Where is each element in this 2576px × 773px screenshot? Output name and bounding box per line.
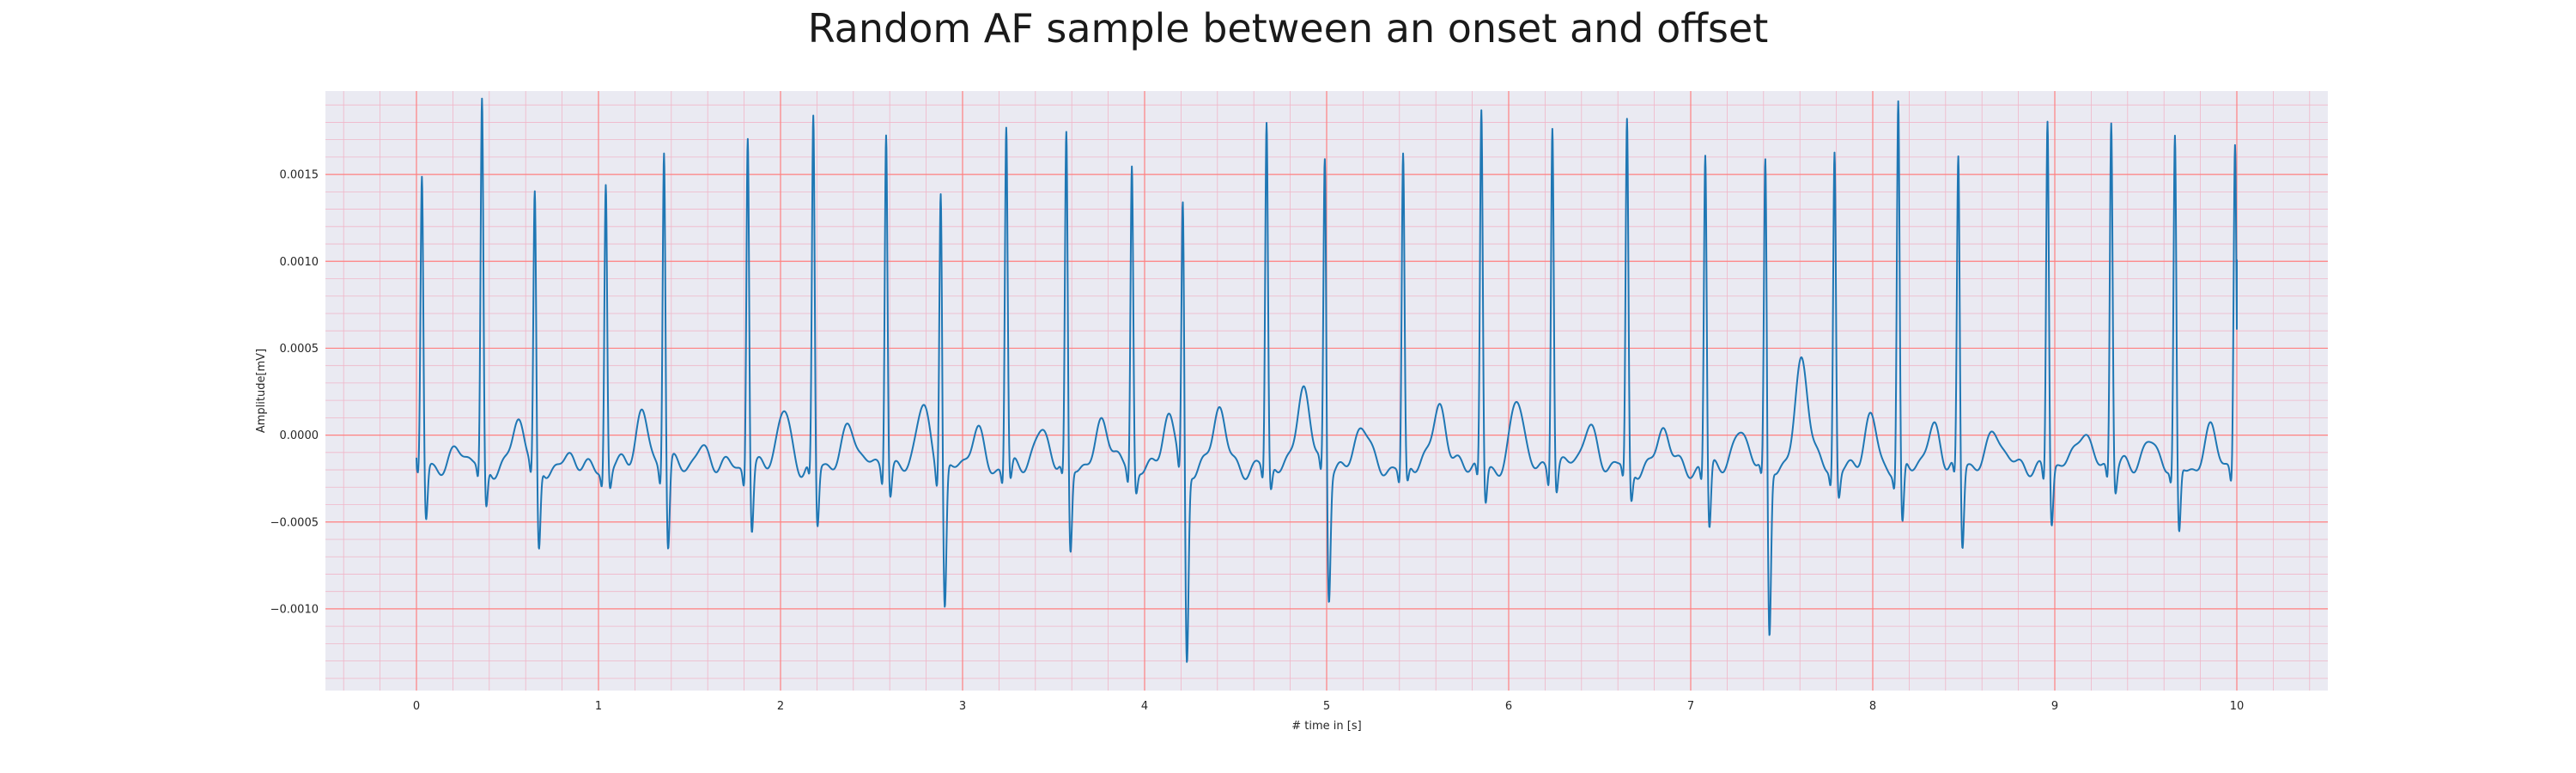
y-tick-label: −0.0010 [270, 603, 319, 616]
y-tick-label: 0.0010 [280, 256, 319, 269]
x-tick-label: 2 [777, 700, 784, 713]
x-tick-label: 5 [1323, 700, 1330, 713]
y-axis-label: Amplitude[mV] [255, 349, 268, 433]
chart-title: Random AF sample between an onset and of… [807, 5, 1769, 52]
x-tick-label: 7 [1687, 700, 1694, 713]
y-tick-label: −0.0005 [270, 516, 319, 529]
x-tick-label: 3 [959, 700, 966, 713]
x-tick-label: 0 [413, 700, 420, 713]
x-axis-label: # time in [s] [1291, 720, 1361, 733]
y-tick-label: 0.0005 [280, 343, 319, 356]
x-tick-label: 1 [595, 700, 602, 713]
y-tick-label: 0.0015 [280, 169, 319, 182]
x-tick-label: 8 [1869, 700, 1876, 713]
x-tick-label: 6 [1505, 700, 1512, 713]
x-tick-label: 4 [1141, 700, 1148, 713]
y-tick-label: 0.0000 [280, 429, 319, 442]
x-axis-ticks: 0 1 2 3 4 5 6 7 8 9 10 [413, 700, 2244, 713]
series-line-ecg [416, 97, 2238, 663]
x-tick-label: 9 [2051, 700, 2058, 713]
x-tick-label: 10 [2230, 700, 2245, 713]
y-axis-ticks: −0.0010 −0.0005 0.0000 0.0005 0.0010 0.0015 [270, 169, 319, 617]
